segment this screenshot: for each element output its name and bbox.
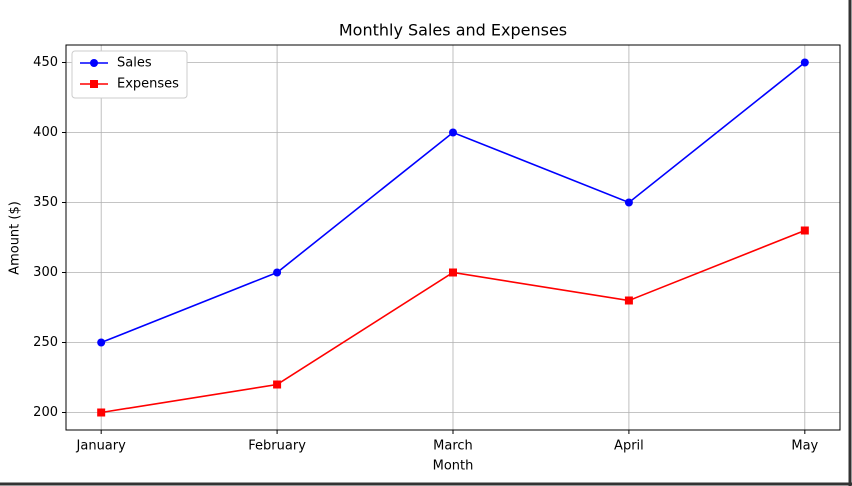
y-tick-label: 200 <box>33 405 58 420</box>
y-tick-label: 250 <box>33 335 58 350</box>
y-tick-label: 350 <box>33 195 58 210</box>
data-point <box>449 128 457 137</box>
y-axis-label: Amount ($) <box>8 201 23 275</box>
data-point <box>624 296 633 305</box>
data-point <box>800 58 809 67</box>
legend-label: Expenses <box>117 77 179 92</box>
x-tick-label: February <box>248 439 306 454</box>
legend-marker <box>90 59 98 67</box>
x-tick-label: April <box>614 439 644 454</box>
y-tick-label: 450 <box>33 55 58 70</box>
y-tick-label: 300 <box>33 265 58 280</box>
y-tick-label: 400 <box>33 125 58 140</box>
chart-title: Monthly Sales and Expenses <box>339 21 567 40</box>
data-point <box>97 408 106 417</box>
data-point <box>273 268 282 277</box>
x-tick-label: March <box>433 439 473 454</box>
x-tick-label: January <box>76 439 127 454</box>
data-point <box>273 380 282 389</box>
legend-label: Sales <box>117 56 152 71</box>
legend-marker <box>90 80 98 88</box>
data-point <box>449 268 457 277</box>
x-tick-label: May <box>791 439 818 454</box>
data-point <box>97 338 106 347</box>
axes-frame <box>65 44 841 431</box>
plot-area: 200 250 300 350 400 450 January February March Ap… <box>33 45 840 454</box>
data-point <box>800 226 809 235</box>
data-point <box>624 198 633 207</box>
x-axis-label: Month <box>433 459 474 474</box>
